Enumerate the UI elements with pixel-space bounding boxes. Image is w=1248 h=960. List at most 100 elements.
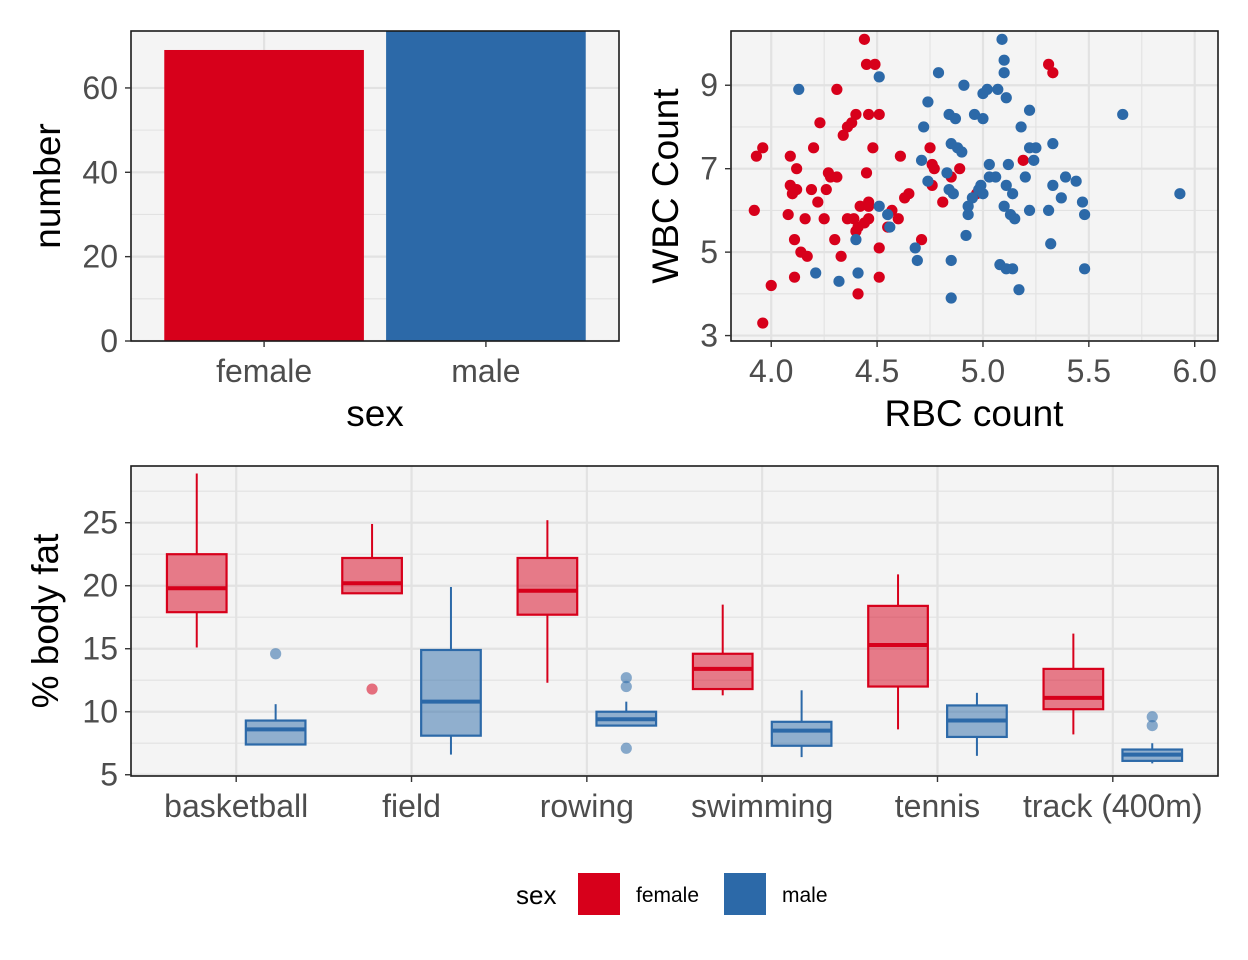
scatter-point-female	[873, 242, 885, 254]
scatter-point-female	[854, 200, 866, 212]
scatter-point-male	[990, 171, 1002, 183]
scatter-point-male	[882, 208, 894, 221]
scatter-point-male	[1047, 138, 1059, 150]
scatter-point-male	[1047, 179, 1059, 191]
scatter-point-male	[915, 154, 928, 166]
scatter-point-male	[909, 242, 921, 254]
box-x-tick-label: field	[382, 788, 441, 824]
box-iqr	[691, 652, 754, 691]
scatter-point-male	[1079, 208, 1091, 221]
scatter-point-male	[1023, 204, 1036, 217]
box-x-tick-label: basketball	[164, 788, 308, 824]
scatter-point-male	[983, 158, 995, 171]
scatter-point-female	[837, 129, 849, 141]
scatter-x-tick-label: 6.0	[1172, 353, 1216, 389]
scatter-point-female	[858, 33, 870, 45]
box-male-tennis	[946, 692, 1008, 756]
box-male-field	[420, 586, 482, 755]
box-iqr	[1042, 667, 1105, 711]
scatter-point-female	[928, 163, 940, 175]
scatter-point-male	[1174, 188, 1186, 200]
scatter-point-male	[962, 208, 974, 221]
legend-label-female: female	[636, 884, 699, 907]
scatter-point-male	[1007, 188, 1019, 200]
scatter-y-tick-label: 9	[700, 67, 718, 103]
box-male-basketball	[244, 648, 307, 746]
boxplot-chart-panel: basketball field rowing swimming tennis track…	[25, 465, 1219, 824]
box-y-axis-title: % body fat	[25, 533, 66, 709]
bar-y-tick-label: 60	[82, 70, 118, 106]
scatter-point-male	[956, 146, 968, 158]
scatter-point-female	[799, 213, 811, 225]
box-outlier	[620, 680, 632, 693]
box-outlier	[270, 648, 282, 660]
scatter-point-female	[757, 142, 769, 154]
scatter-point-female	[757, 317, 769, 329]
scatter-point-female	[818, 213, 830, 225]
box-y-tick-label: 10	[82, 694, 118, 730]
box-y-tick-label: 5	[100, 757, 118, 793]
box-female-track-400m-	[1042, 633, 1105, 735]
scatter-point-male	[998, 200, 1010, 212]
scatter-point-male	[962, 200, 974, 212]
bar-chart-panel: female male 0 20 40 60 sex number	[27, 30, 620, 434]
scatter-point-male	[949, 113, 962, 125]
scatter-point-female	[852, 288, 864, 300]
scatter-point-male	[873, 200, 885, 212]
scatter-point-male	[884, 221, 896, 233]
scatter-point-male	[793, 83, 805, 96]
scatter-point-female	[765, 279, 777, 292]
scatter-point-female	[873, 271, 885, 283]
box-x-tick-label: tennis	[895, 788, 980, 824]
scatter-point-male	[1000, 179, 1012, 191]
bar-x-axis-title: sex	[346, 393, 404, 434]
scatter-point-male	[1070, 175, 1082, 187]
scatter-y-tick-label: 3	[700, 318, 718, 354]
scatter-y-axis-title: WBC Count	[645, 88, 686, 284]
scatter-point-female	[892, 213, 904, 225]
box-marks	[165, 473, 1184, 764]
scatter-point-male	[998, 67, 1010, 79]
scatter-point-male	[941, 167, 953, 179]
scatter-point-female	[835, 250, 847, 262]
scatter-point-female	[805, 183, 818, 196]
scatter-point-female	[801, 250, 813, 262]
scatter-point-female	[850, 108, 862, 121]
scatter-point-male	[1030, 142, 1042, 154]
box-x-tick-label: swimming	[691, 788, 833, 824]
scatter-y-tick-label: 7	[700, 151, 718, 187]
box-x-tick-label: rowing	[540, 788, 634, 824]
scatter-chart-panel: 4.0 4.5 5.0 5.5 6.0 3 5 7 9 RBC count WBC Count	[645, 30, 1219, 434]
scatter-point-male	[1013, 284, 1025, 296]
scatter-point-male	[1019, 171, 1031, 183]
legend-label-male: male	[782, 884, 828, 907]
scatter-point-female	[748, 204, 760, 217]
scatter-point-male	[810, 267, 822, 279]
scatter-point-male	[1076, 196, 1089, 208]
box-x-tick-label: track (400m)	[1023, 788, 1203, 824]
scatter-point-male	[966, 192, 978, 204]
scatter-point-female	[894, 150, 906, 162]
scatter-point-male	[1059, 171, 1072, 183]
scatter-point-female	[824, 171, 837, 183]
scatter-point-female	[860, 58, 873, 70]
scatter-point-female	[867, 142, 879, 154]
box-male-swimming	[770, 690, 833, 758]
scatter-point-male	[1117, 108, 1129, 121]
bar-y-tick-label: 20	[82, 239, 118, 275]
box-outlier	[620, 672, 632, 684]
scatter-x-axis-title: RBC count	[885, 393, 1065, 434]
legend-title: sex	[516, 880, 556, 910]
bar-y-ticks: 0 20 40 60	[82, 70, 131, 359]
scatter-point-female	[863, 200, 875, 212]
scatter-point-male	[992, 83, 1004, 96]
scatter-point-female	[812, 196, 824, 208]
scatter-point-female	[750, 150, 763, 162]
scatter-point-female	[1047, 67, 1059, 79]
box-x-ticks: basketball field rowing swimming tennis track…	[164, 776, 1203, 824]
box-y-tick-label: 15	[82, 631, 118, 667]
scatter-point-male	[850, 234, 862, 246]
scatter-point-male	[852, 267, 864, 279]
scatter-point-female	[786, 188, 799, 200]
